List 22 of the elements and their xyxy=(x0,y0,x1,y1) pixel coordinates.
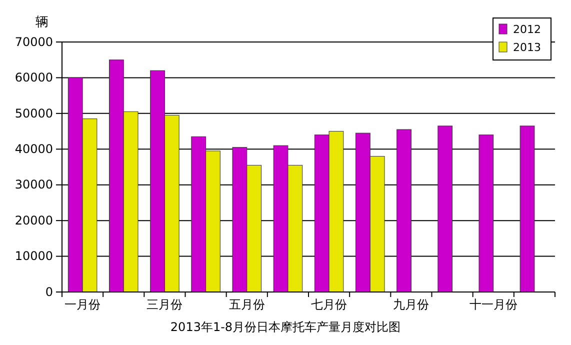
bar xyxy=(396,129,412,292)
bar xyxy=(438,126,453,292)
x-tick-label: 九月份 xyxy=(393,298,430,312)
x-tick-label: 七月份 xyxy=(311,298,348,312)
text: 2013年1-8月份日本摩托车产量月度对比图 xyxy=(170,320,401,334)
y-tick-label: 40000 xyxy=(14,142,53,156)
y-tick-label: 30000 xyxy=(14,178,53,192)
x-tick-label: 五月份 xyxy=(228,298,265,312)
y-tick-label: 60000 xyxy=(14,70,53,85)
y-tick-label: 50000 xyxy=(14,106,53,120)
y-tick-label: 70000 xyxy=(14,34,53,49)
legend-label: 2013 xyxy=(513,41,541,54)
bar xyxy=(478,134,494,292)
bar xyxy=(520,126,535,292)
y-axis-title: 辆 xyxy=(36,15,48,30)
x-tick-label: 一月份 xyxy=(64,298,101,312)
y-tick-label: 10000 xyxy=(14,249,53,264)
y-tick-label: 0 xyxy=(45,284,53,299)
x-tick-label: 三月份 xyxy=(146,298,183,312)
legend-label: 2012 xyxy=(513,23,541,36)
y-tick-label: 20000 xyxy=(14,213,53,228)
x-tick-label: 十一月份 xyxy=(469,298,518,312)
